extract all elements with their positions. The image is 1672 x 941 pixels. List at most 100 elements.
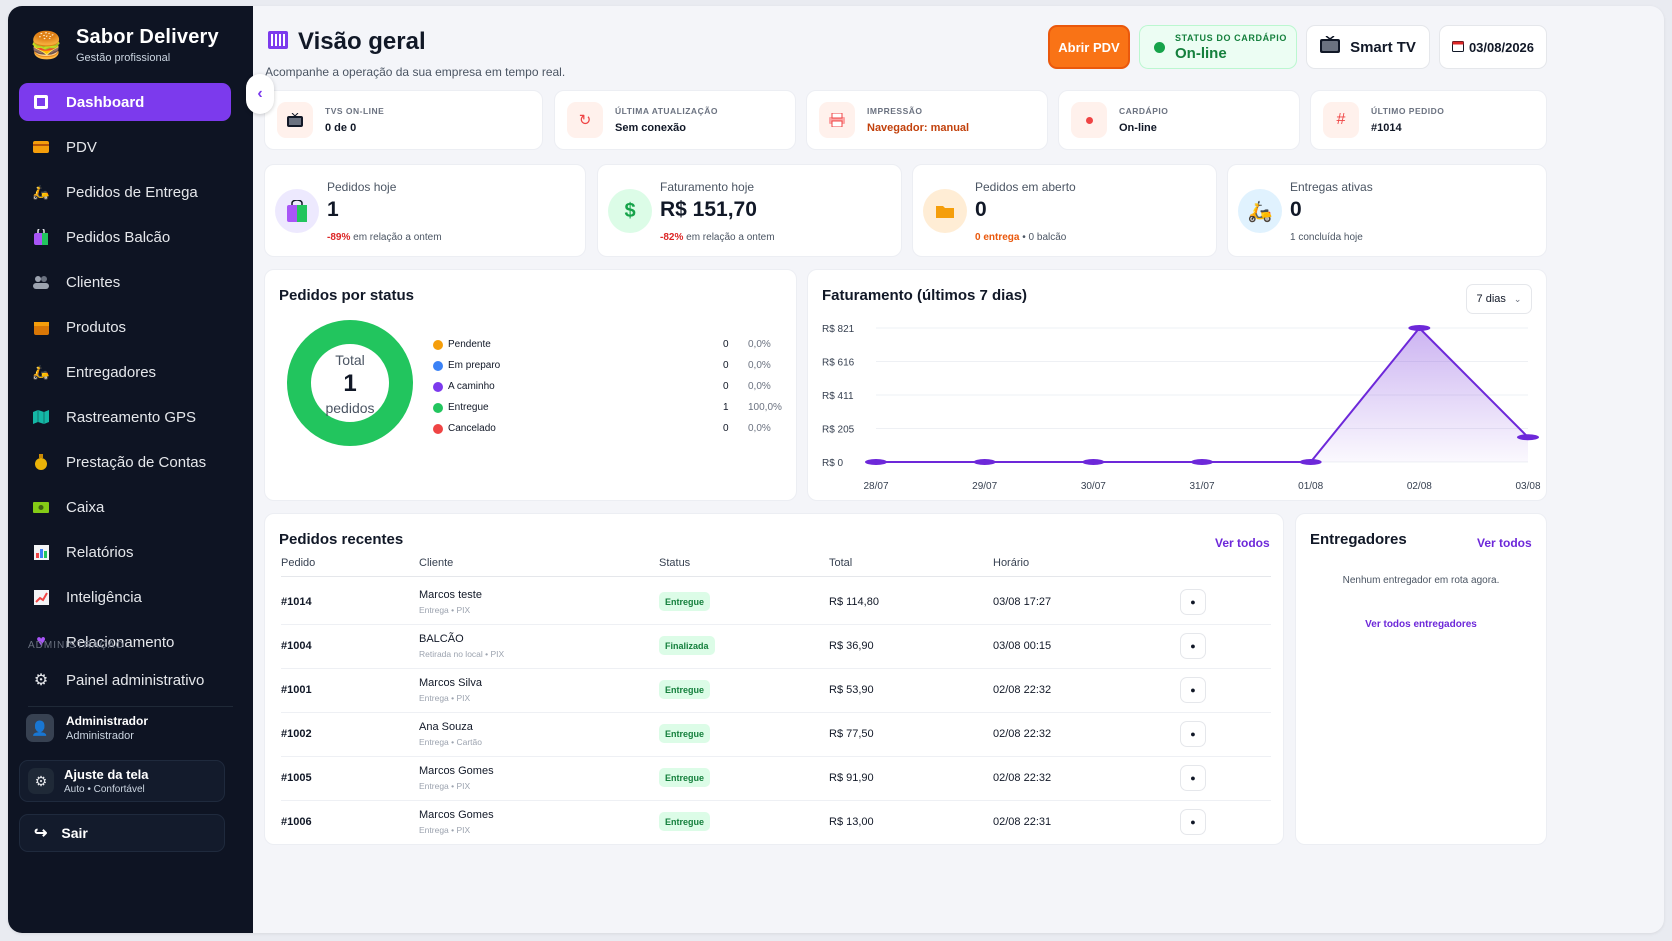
sidebar-item-produtos[interactable]: Produtos [19,308,231,346]
sidebar-item-label: Dashboard [66,93,145,111]
gear-icon: ⚙ [28,768,54,794]
sidebar-item-caixa[interactable]: Caixa [19,488,231,526]
smart-tv-label: Smart TV [1350,38,1416,56]
order-method: Entrega • Cartão [419,737,482,747]
open-pdv-button[interactable]: Abrir PDV [1048,25,1130,69]
scooter-icon: 🛵 [32,183,50,200]
data-point [973,459,996,465]
legend-dot-icon [433,402,443,413]
y-tick-label: R$ 411 [822,391,854,402]
sidebar-item-prestacao-contas[interactable]: Prestação de Contas [19,443,231,481]
legend-percent: 100,0% [748,402,782,413]
y-tick-label: R$ 616 [822,358,855,369]
sidebar-item-entregadores[interactable]: 🛵 Entregadores [19,353,231,391]
view-order-eye-icon[interactable]: ● [1180,589,1206,615]
menu-status-button[interactable]: STATUS DO CARDÁPIO On-line [1139,25,1297,69]
kpi-breakdown: 0 entrega • 0 balcão [975,232,1066,243]
table-row[interactable]: #1001 Marcos Silva Entrega • PIX Entregu… [281,669,1271,713]
all-drivers-link[interactable]: Ver todos entregadores [1365,619,1477,630]
donut-slice-entregue [287,320,413,446]
range-select[interactable]: 7 dias ⌄ [1466,284,1532,314]
view-order-eye-icon[interactable]: ● [1180,809,1206,835]
panel-title: Faturamento (últimos 7 dias) [822,287,1028,304]
orders-by-status-panel: Pedidos por status Total 1 pedidos Pende… [264,269,797,501]
view-order-eye-icon[interactable]: ● [1180,765,1206,791]
sidebar-item-dashboard[interactable]: Dashboard [19,83,231,121]
view-order-eye-icon[interactable]: ● [1180,721,1206,747]
see-all-drivers-link[interactable]: Ver todos [1477,536,1532,550]
sidebar-item-pedidos-balcao[interactable]: Pedidos Balcão [19,218,231,256]
legend-count: 0 [723,381,729,392]
money-bag-icon [32,453,50,471]
legend-percent: 0,0% [748,423,771,434]
table-row[interactable]: #1004 BALCÃO Retirada no local • PIX Fin… [281,625,1271,669]
drivers-empty-message: Nenhum entregador em rota agora. [1342,575,1500,586]
sidebar-divider [28,706,233,707]
smart-tv-button[interactable]: Smart TV [1306,25,1430,69]
legend-count: 0 [723,339,729,350]
order-total: R$ 77,50 [829,728,874,740]
panel-title: Pedidos recentes [279,531,404,548]
sidebar-item-relacionamento[interactable]: ♥ Relacionamento [19,623,231,661]
sidebar-item-label: Relatórios [66,543,134,561]
legend-percent: 0,0% [748,339,771,350]
sidebar-nav: Dashboard PDV 🛵 Pedidos de Entrega Pedid… [19,83,231,668]
kpi-label: Entregas ativas [1290,180,1373,194]
screen-adjust-button[interactable]: ⚙ Ajuste da tela Auto • Confortável [19,760,225,802]
kpi-counter-count: 0 balcão [1028,232,1067,243]
table-row[interactable]: #1005 Marcos Gomes Entrega • PIX Entregu… [281,757,1271,801]
bag-icon [32,228,50,246]
status-card-value: On-line [1119,122,1157,134]
sidebar-item-rastreamento-gps[interactable]: Rastreamento GPS [19,398,231,436]
data-point [865,459,887,465]
status-card-tvs: TVS ON-LINE 0 de 0 [264,90,543,150]
avatar-icon: 👤 [26,714,54,742]
x-tick-label: 29/07 [972,481,997,492]
sidebar-item-painel-admin[interactable]: ⚙ Painel administrativo [19,661,231,699]
burger-logo-icon: 🍔 [30,30,63,60]
card-icon [32,138,50,156]
kpi-value: 0 [975,198,987,221]
legend-row-a-caminho: A caminho 0 0,0% [433,376,783,397]
sidebar-item-relatorios[interactable]: Relatórios [19,533,231,571]
user-profile[interactable]: 👤 Administrador Administrador [26,714,148,742]
date-picker-button[interactable]: 03/08/2026 [1439,25,1547,69]
sidebar-item-pdv[interactable]: PDV [19,128,231,166]
sidebar-item-label: Relacionamento [66,633,175,651]
order-method: Entrega • PIX [419,693,471,703]
table-row[interactable]: #1002 Ana Souza Entrega • Cartão Entregu… [281,713,1271,757]
status-card-label: ÚLTIMA ATUALIZAÇÃO [615,106,718,116]
screen-adjust-title: Ajuste da tela [64,767,149,782]
y-tick-label: R$ 205 [822,425,855,436]
see-all-orders-link[interactable]: Ver todos [1215,536,1270,550]
kpi-separator: • [1022,232,1026,243]
status-legend: Pendente 0 0,0% Em preparo 0 0,0% A caminho 0… [433,334,783,439]
order-total: R$ 53,90 [829,684,874,696]
table-row[interactable]: #1006 Marcos Gomes Entrega • PIX Entregu… [281,801,1271,845]
sidebar-item-clientes[interactable]: Clientes [19,263,231,301]
collapse-sidebar-button[interactable]: ‹ [246,74,274,114]
table-row[interactable]: #1014 Marcos teste Entrega • PIX Entregu… [281,581,1271,625]
kpi-orders-today: Pedidos hoje 1 -89% em relação a ontem [264,164,586,257]
view-order-eye-icon[interactable]: ● [1180,633,1206,659]
sidebar-item-label: Rastreamento GPS [66,408,197,426]
revenue-chart-panel: Faturamento (últimos 7 dias) 7 dias ⌄ R$… [807,269,1547,501]
x-tick-label: 01/08 [1298,481,1323,492]
legend-row-cancelado: Cancelado 0 0,0% [433,418,783,439]
order-time: 02/08 22:32 [993,684,1052,696]
panel-title: Pedidos por status [279,287,415,304]
sidebar-item-label: Produtos [66,318,127,336]
sidebar-item-inteligencia[interactable]: Inteligência [19,578,231,616]
sidebar-item-label: PDV [66,138,97,156]
brand[interactable]: 🍔 Sabor Delivery Gestão profissional [30,26,219,64]
sidebar-item-pedidos-entrega[interactable]: 🛵 Pedidos de Entrega [19,173,231,211]
view-order-eye-icon[interactable]: ● [1180,677,1206,703]
kpi-delivery-count: 0 entrega [975,232,1020,243]
kpi-value: 1 [327,198,339,221]
dashboard-columns-icon [268,29,288,55]
status-card-last-order: # ÚLTIMO PEDIDO #1014 [1310,90,1547,150]
status-online-dot-icon [1154,41,1165,53]
order-client: Marcos Gomes [419,809,494,821]
x-tick-label: 31/07 [1189,481,1214,492]
logout-button[interactable]: ↪ Sair [19,814,225,852]
